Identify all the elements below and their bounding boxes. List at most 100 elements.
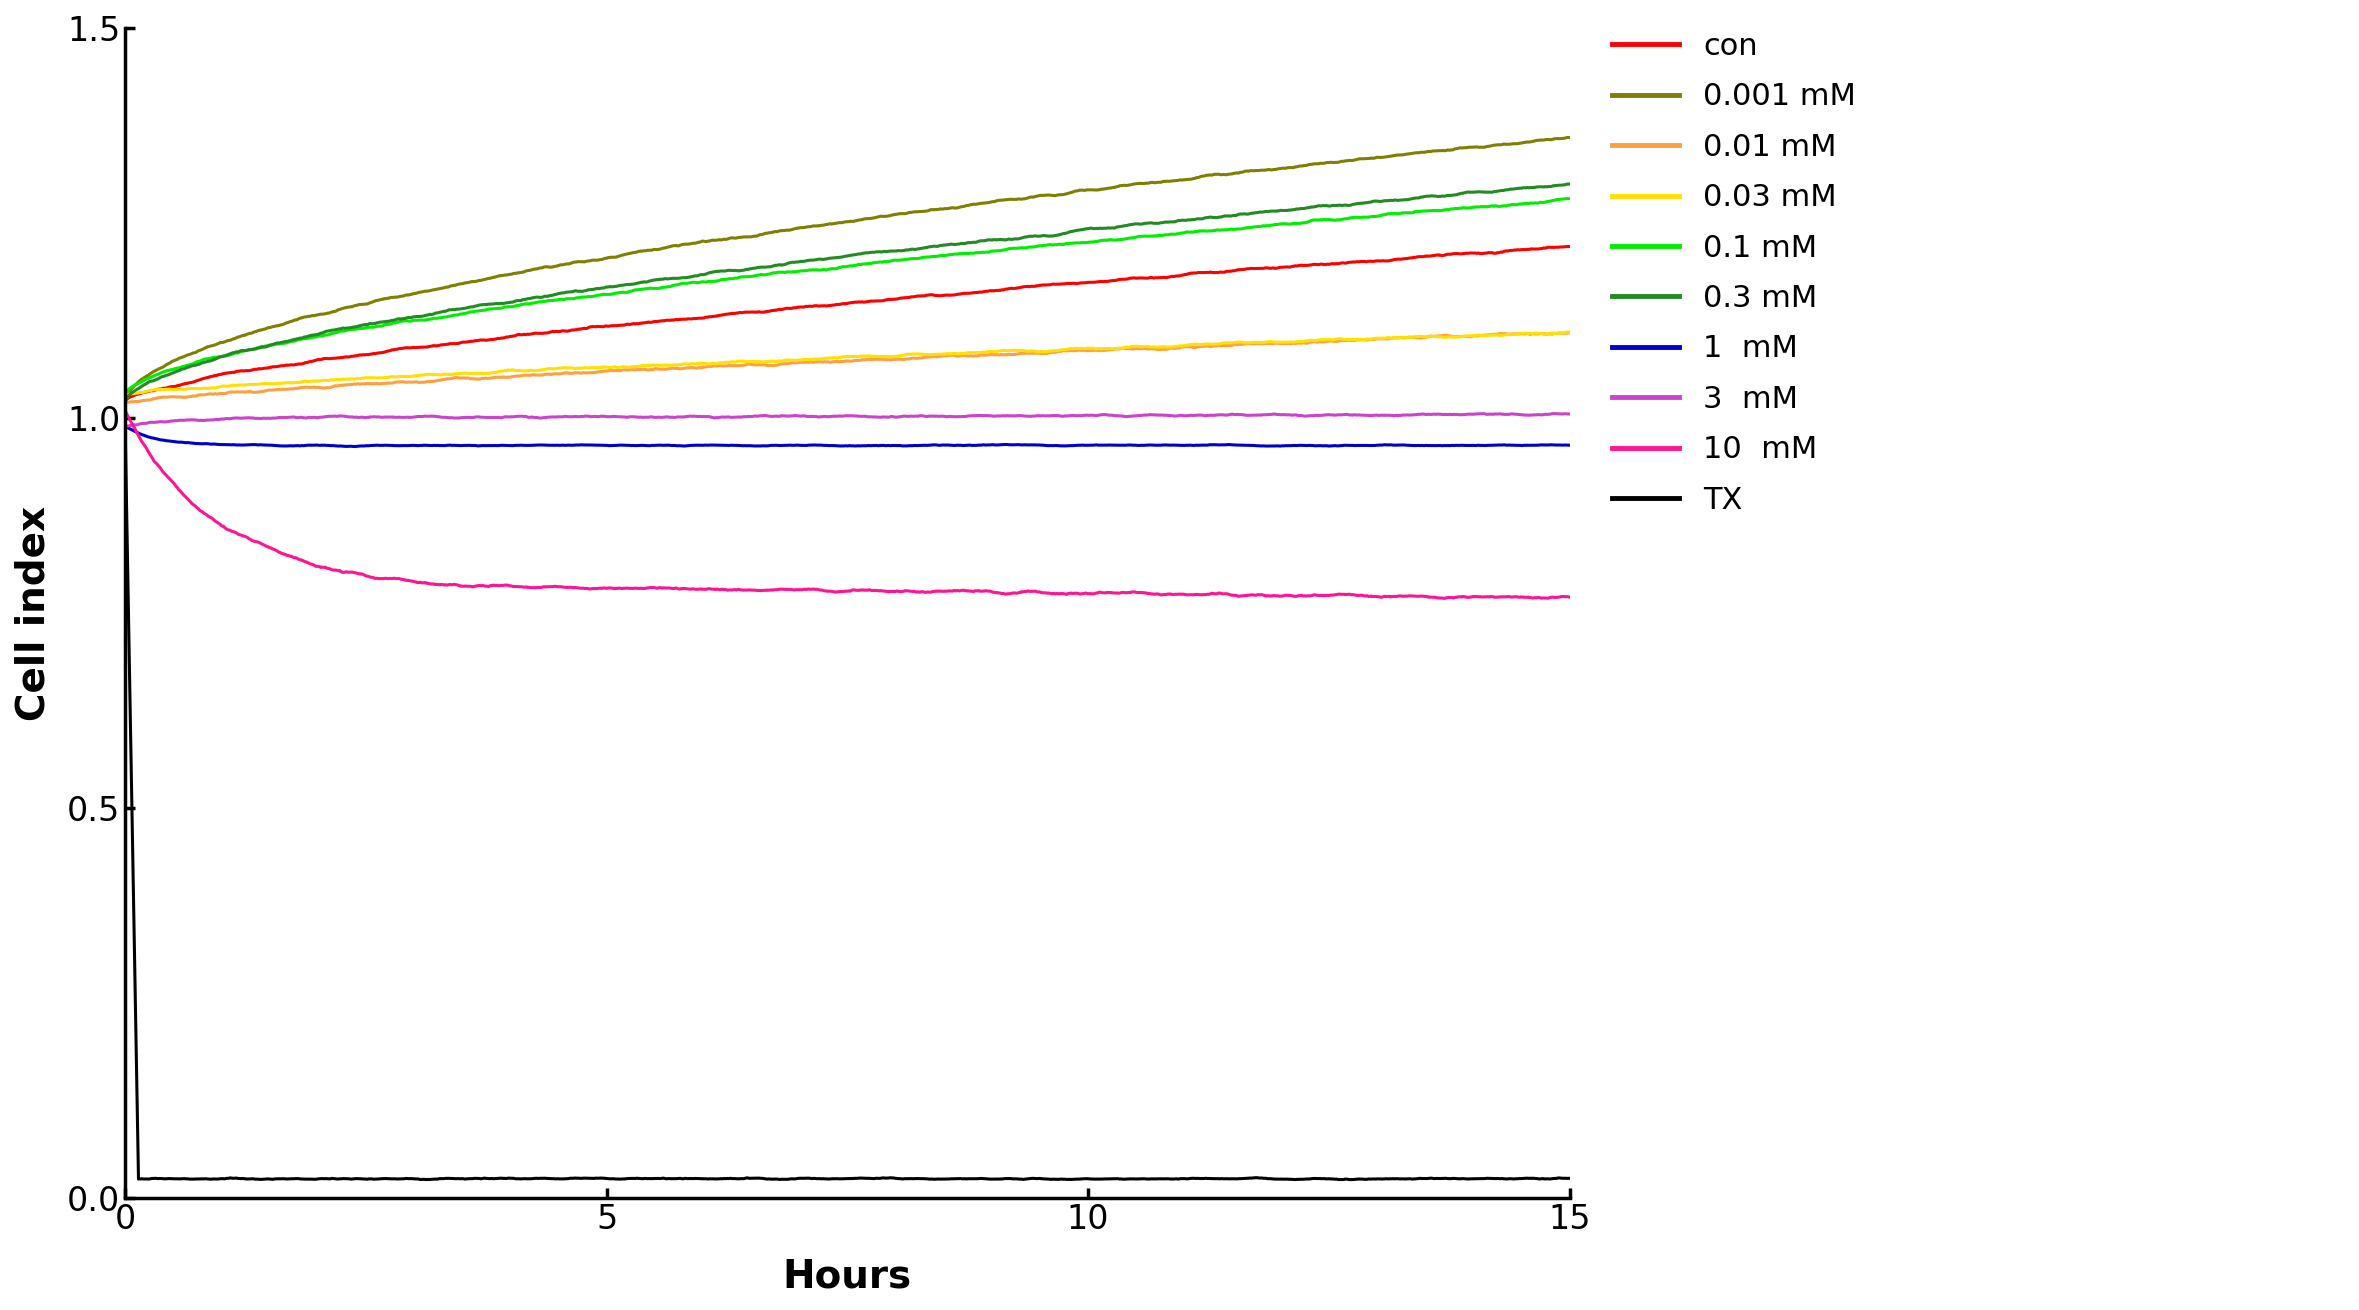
Line: 10  mM: 10 mM — [125, 410, 1569, 599]
0.3 mM — [781, 254, 809, 270]
0.03 mM — [111, 386, 139, 402]
0.001 mM — [724, 229, 753, 245]
con — [781, 300, 809, 316]
Line: 0.1 mM: 0.1 mM — [125, 199, 1569, 394]
TX — [724, 1171, 753, 1187]
1  mM — [342, 439, 370, 455]
1  mM — [781, 438, 809, 453]
0.1 mM — [1555, 191, 1583, 207]
TX — [222, 1170, 250, 1186]
Legend: con, 0.001 mM, 0.01 mM, 0.03 mM, 0.1 mM, 0.3 mM, 1  mM, 3  mM, 10  mM, TX: con, 0.001 mM, 0.01 mM, 0.03 mM, 0.1 mM,… — [1599, 20, 1868, 527]
0.3 mM — [724, 263, 753, 279]
0.01 mM — [222, 384, 250, 400]
Y-axis label: Cell index: Cell index — [14, 506, 52, 720]
0.03 mM — [1555, 324, 1583, 339]
0.1 mM — [724, 270, 753, 286]
0.3 mM — [932, 237, 960, 253]
TX — [1555, 1170, 1583, 1186]
TX — [753, 1171, 781, 1187]
0.03 mM — [724, 354, 753, 369]
10  mM — [111, 402, 139, 418]
10  mM — [222, 525, 250, 541]
10  mM — [932, 583, 960, 599]
0.03 mM — [753, 354, 781, 369]
0.03 mM — [781, 352, 809, 368]
con — [281, 356, 309, 372]
con — [724, 305, 753, 321]
Line: 0.03 mM: 0.03 mM — [125, 331, 1569, 394]
3  mM — [781, 407, 809, 423]
Line: 3  mM: 3 mM — [125, 414, 1569, 427]
0.01 mM — [932, 348, 960, 364]
3  mM — [1538, 406, 1566, 422]
0.01 mM — [281, 380, 309, 396]
0.001 mM — [1555, 130, 1583, 145]
0.03 mM — [222, 377, 250, 393]
0.3 mM — [281, 331, 309, 347]
con — [222, 364, 250, 380]
0.01 mM — [724, 358, 753, 373]
0.001 mM — [781, 221, 809, 237]
10  mM — [1555, 590, 1583, 605]
TX — [1338, 1172, 1366, 1188]
0.3 mM — [111, 396, 139, 411]
0.001 mM — [753, 225, 781, 241]
10  mM — [724, 582, 753, 597]
con — [1555, 238, 1583, 254]
1  mM — [1555, 438, 1583, 453]
1  mM — [222, 438, 250, 453]
0.001 mM — [932, 200, 960, 216]
TX — [111, 410, 139, 426]
Line: TX: TX — [125, 418, 1569, 1180]
TX — [932, 1171, 960, 1187]
con — [111, 393, 139, 409]
0.001 mM — [111, 394, 139, 410]
0.001 mM — [281, 312, 309, 328]
0.001 mM — [1555, 130, 1583, 145]
10  mM — [781, 582, 809, 597]
con — [753, 304, 781, 320]
0.01 mM — [753, 358, 781, 373]
3  mM — [222, 410, 250, 426]
Line: 0.001 mM: 0.001 mM — [125, 138, 1569, 402]
1  mM — [934, 438, 962, 453]
0.01 mM — [781, 355, 809, 371]
10  mM — [281, 550, 309, 566]
0.3 mM — [753, 259, 781, 275]
Line: 1  mM: 1 mM — [125, 426, 1569, 447]
TX — [781, 1171, 809, 1187]
Line: con: con — [125, 246, 1569, 401]
0.001 mM — [222, 330, 250, 346]
Line: 0.3 mM: 0.3 mM — [125, 183, 1569, 403]
3  mM — [932, 409, 960, 424]
0.3 mM — [1555, 176, 1583, 191]
con — [1555, 238, 1583, 254]
0.01 mM — [111, 394, 139, 410]
X-axis label: Hours: Hours — [783, 1258, 913, 1296]
3  mM — [724, 409, 753, 424]
0.1 mM — [111, 386, 139, 402]
0.1 mM — [222, 345, 250, 360]
0.3 mM — [222, 345, 250, 360]
10  mM — [753, 583, 781, 599]
0.1 mM — [1555, 191, 1583, 207]
0.1 mM — [753, 266, 781, 282]
Line: 0.01 mM: 0.01 mM — [125, 333, 1569, 402]
0.01 mM — [1555, 325, 1583, 341]
0.03 mM — [932, 346, 960, 362]
3  mM — [111, 419, 139, 435]
TX — [281, 1171, 309, 1187]
3  mM — [753, 409, 781, 424]
con — [932, 287, 960, 303]
3  mM — [1555, 406, 1583, 422]
1  mM — [755, 438, 783, 453]
0.1 mM — [932, 248, 960, 263]
1  mM — [724, 438, 753, 453]
10  mM — [1430, 591, 1458, 607]
3  mM — [281, 410, 309, 426]
1  mM — [111, 418, 139, 434]
0.1 mM — [281, 333, 309, 348]
0.03 mM — [281, 375, 309, 390]
0.1 mM — [781, 265, 809, 280]
1  mM — [281, 438, 309, 453]
